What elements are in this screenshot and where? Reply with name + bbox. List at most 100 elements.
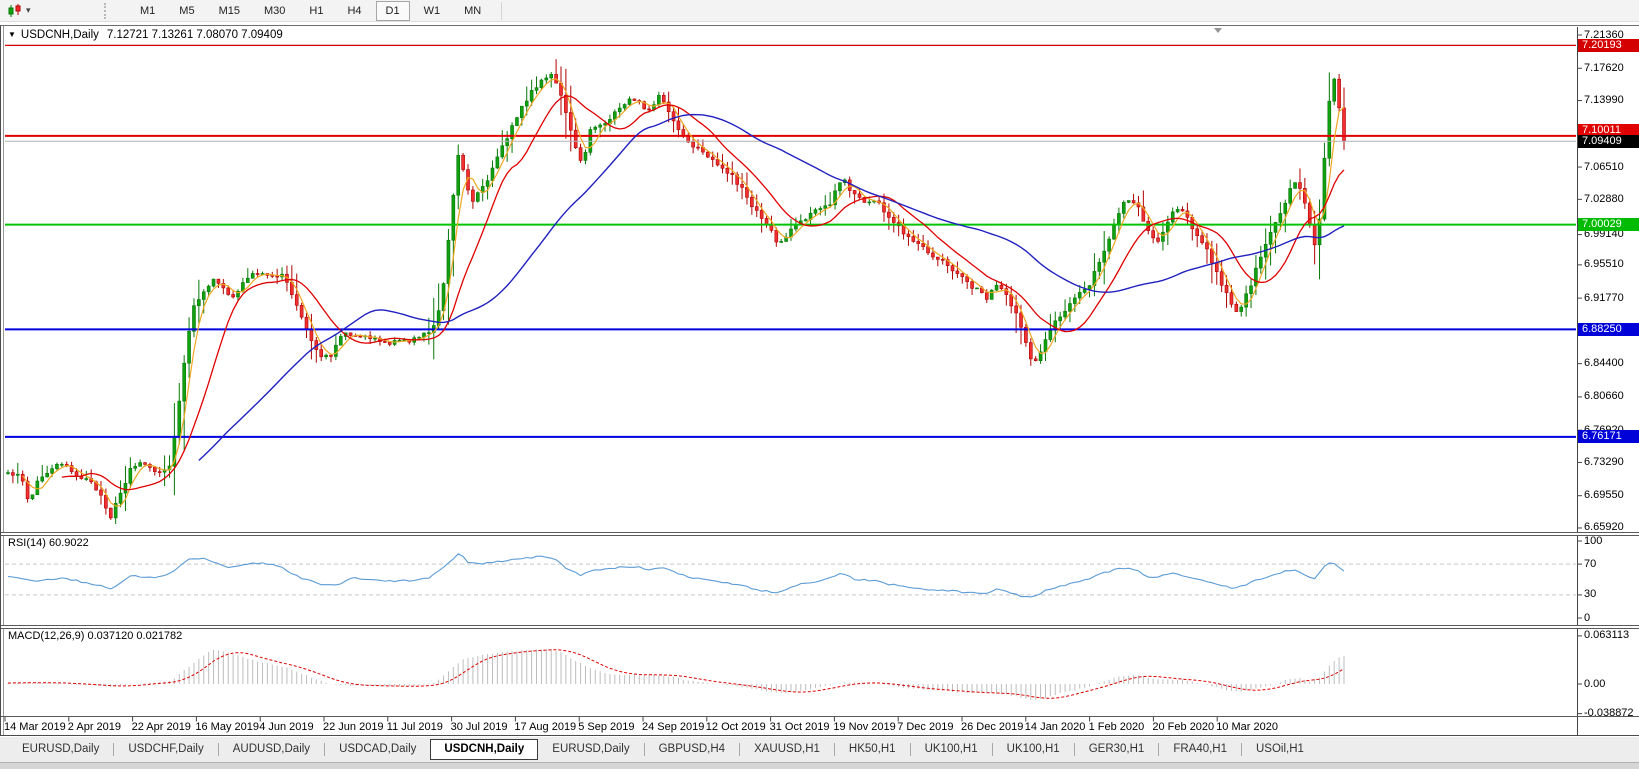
date-label: 24 Sep 2019 xyxy=(642,721,705,733)
axis-tick-label: 7.06510 xyxy=(1584,160,1624,173)
date-label: 31 Oct 2019 xyxy=(769,721,830,733)
chart-tab-audusd-daily[interactable]: AUDUSD,Daily xyxy=(232,743,311,755)
timeframe-d1-button[interactable]: D1 xyxy=(375,0,410,21)
price-level-label: 7.20193 xyxy=(1578,38,1639,52)
axis-tick-label: 7.17620 xyxy=(1584,61,1624,74)
symbol-dropdown-icon[interactable]: ▼ xyxy=(8,30,16,39)
axis-tick-label: 6.73290 xyxy=(1584,455,1624,468)
timeframe-m30-button[interactable]: M30 xyxy=(263,4,286,17)
chart-tab-eurusd-daily[interactable]: EURUSD,Daily xyxy=(22,743,100,755)
tab-divider xyxy=(739,743,741,756)
timeframe-h1-button[interactable]: H1 xyxy=(309,4,324,17)
date-label: 26 Dec 2019 xyxy=(961,721,1024,733)
date-label: 22 Apr 2019 xyxy=(131,721,191,733)
tab-divider xyxy=(113,743,115,756)
tab-divider xyxy=(1073,743,1075,756)
axis-tick-label: 6.84400 xyxy=(1584,357,1624,370)
time-scale-divider xyxy=(1,716,1639,717)
macd-panel-divider[interactable] xyxy=(1,625,1639,629)
chart-tab-eurusd-daily[interactable]: EURUSD,Daily xyxy=(552,743,630,755)
date-label: 12 Oct 2019 xyxy=(705,721,766,733)
tab-divider xyxy=(217,743,219,756)
chart-tab-ger30-h1[interactable]: GER30,H1 xyxy=(1088,743,1145,755)
rsi-panel-divider[interactable] xyxy=(1,532,1639,536)
timeframe-toolbar: ▾ M1 M5 M15 M30 H1 H4 D1 W1 MN xyxy=(0,0,1639,22)
chart-tab-uk100-h1[interactable]: UK100,H1 xyxy=(1006,743,1060,755)
tab-divider xyxy=(833,743,835,756)
chart-tab-hk50-h1[interactable]: HK50,H1 xyxy=(848,743,896,755)
timeframe-mn-button[interactable]: MN xyxy=(464,4,482,17)
symbol-title: USDCNH,Daily xyxy=(20,29,99,41)
date-label: 30 Jul 2019 xyxy=(450,721,508,733)
tab-divider xyxy=(991,743,993,756)
date-label: 17 Aug 2019 xyxy=(514,721,577,733)
tab-divider xyxy=(1158,743,1160,756)
chart-tab-usoil-h1[interactable]: USOil,H1 xyxy=(1256,743,1304,755)
axis-tick-label: 30 xyxy=(1584,588,1597,601)
ohlc-values: 7.12721 7.13261 7.08070 7.09409 xyxy=(106,29,283,41)
date-label: 19 Nov 2019 xyxy=(833,721,896,733)
date-label: 22 Jun 2019 xyxy=(323,721,384,733)
date-label: 2 Apr 2019 xyxy=(67,721,122,733)
price-level-label: 7.09409 xyxy=(1578,134,1639,148)
window-left-edge xyxy=(3,26,4,735)
price-level-label: 7.00029 xyxy=(1578,218,1639,232)
candlestick-chart-icon[interactable] xyxy=(4,2,26,20)
macd-indicator-label: MACD(12,26,9) 0.037120 0.021782 xyxy=(8,630,183,642)
axis-tick-label: 100 xyxy=(1584,534,1603,547)
toolbar-grip[interactable] xyxy=(104,2,110,19)
price-scale[interactable]: 7.21360 7.17620 7.13990 7.06510 7.02880 6.991… xyxy=(1578,26,1639,719)
timeframe-m1-button[interactable]: M1 xyxy=(140,4,156,17)
toolbar-separator xyxy=(501,1,503,20)
rsi-indicator-label: RSI(14) 60.9022 xyxy=(8,537,89,549)
timeframe-m5-button[interactable]: M5 xyxy=(179,4,195,17)
timeframe-h4-button[interactable]: H4 xyxy=(347,4,362,17)
axis-tick-label: 7.21360 xyxy=(1584,28,1624,41)
axis-tick-label: -0.038872 xyxy=(1584,707,1634,720)
axis-tick-label: 0.063113 xyxy=(1584,629,1630,642)
axis-tick-label: 6.95510 xyxy=(1584,258,1624,271)
timeframe-m15-button[interactable]: M15 xyxy=(218,4,240,17)
price-chart-canvas[interactable] xyxy=(1,26,1639,737)
price-level-label: 6.76171 xyxy=(1578,430,1639,444)
axis-tick-label: 6.65920 xyxy=(1584,521,1624,534)
date-label: 7 Dec 2019 xyxy=(897,721,954,733)
chart-window[interactable]: ▼ USDCNH,Daily 7.12721 7.13261 7.08070 7.0… xyxy=(0,25,1639,736)
chart-tab-gbpusd-h4[interactable]: GBPUSD,H4 xyxy=(658,743,726,755)
chart-tabs-bar: EURUSD,Daily USDCHF,Daily AUDUSD,Daily USDC… xyxy=(0,737,1639,762)
chart-tab-usdcnh-daily[interactable]: USDCNH,Daily xyxy=(430,739,539,760)
date-label: 20 Feb 2020 xyxy=(1152,721,1215,733)
date-label: 14 Mar 2019 xyxy=(4,721,66,733)
date-label: 16 May 2019 xyxy=(195,721,259,733)
date-label: 1 Feb 2020 xyxy=(1088,721,1145,733)
axis-tick-label: 0.00 xyxy=(1584,677,1606,690)
date-label: 5 Sep 2019 xyxy=(578,721,635,733)
axis-tick-label: 6.91770 xyxy=(1584,291,1624,304)
tab-divider xyxy=(909,743,911,756)
chevron-down-icon[interactable]: ▾ xyxy=(26,5,31,15)
axis-tick-label: 7.13990 xyxy=(1584,94,1624,107)
tab-divider xyxy=(1241,743,1242,756)
axis-tick-label: 70 xyxy=(1584,557,1597,570)
date-label: 14 Jan 2020 xyxy=(1024,721,1086,733)
axis-tick-label: 0 xyxy=(1584,611,1591,624)
chart-shift-marker-icon[interactable] xyxy=(1214,28,1222,33)
axis-tick-label: 6.80660 xyxy=(1584,390,1624,403)
chart-tab-uk100-h1[interactable]: UK100,H1 xyxy=(924,743,978,755)
timeframe-w1-button[interactable]: W1 xyxy=(423,4,441,17)
chart-tab-xauusd-h1[interactable]: XAUUSD,H1 xyxy=(754,743,820,755)
tab-divider xyxy=(643,743,645,756)
chart-tab-usdchf-daily[interactable]: USDCHF,Daily xyxy=(128,743,204,755)
tab-divider xyxy=(324,743,326,756)
axis-tick-label: 6.69550 xyxy=(1584,489,1624,502)
axis-tick-label: 7.02880 xyxy=(1584,192,1624,205)
chart-tab-fra40-h1[interactable]: FRA40,H1 xyxy=(1173,743,1227,755)
price-level-label: 7.10011 xyxy=(1578,124,1639,138)
status-strip xyxy=(0,762,1639,769)
time-scale[interactable]: 14 Mar 2019 2 Apr 2019 22 Apr 2019 16 May 2… xyxy=(1,717,1639,737)
chart-tab-usdcad-daily[interactable]: USDCAD,Daily xyxy=(339,743,417,755)
chart-title: ▼ USDCNH,Daily 7.12721 7.13261 7.08070 7.0… xyxy=(8,29,283,41)
date-label: 11 Jul 2019 xyxy=(386,721,443,733)
date-label: 4 Jun 2019 xyxy=(259,721,314,733)
